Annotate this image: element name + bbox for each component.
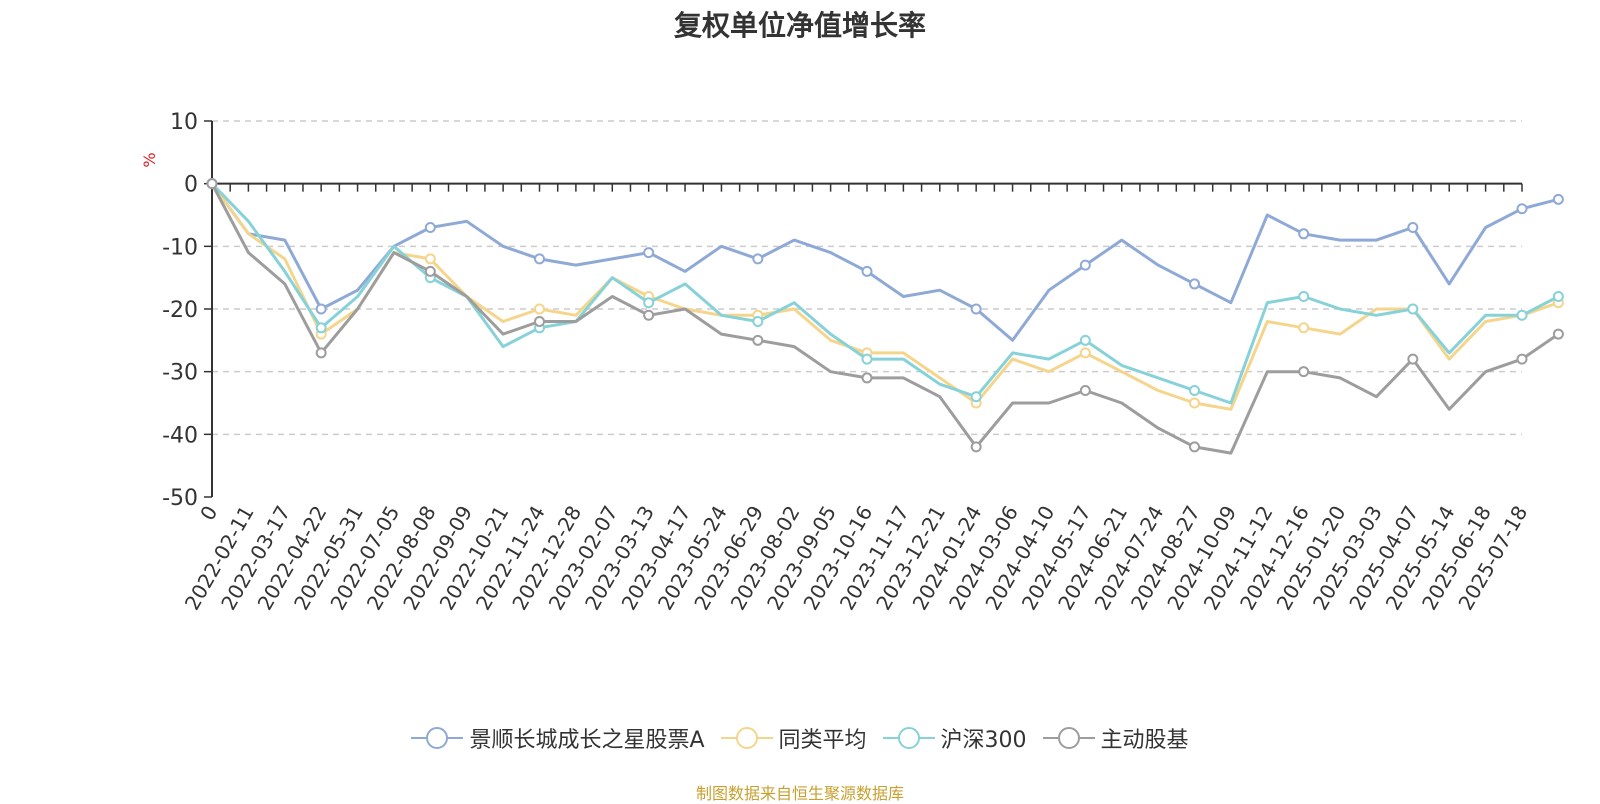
y-tick-label: -40 (162, 423, 198, 448)
source-note: 制图数据来自恒生聚源数据库 (695, 784, 904, 803)
y-axis-label: % (140, 152, 159, 167)
series-point-0 (1079, 259, 1091, 271)
series-point-0 (1189, 278, 1200, 290)
y-tick-label: -30 (162, 361, 198, 386)
y-tick-label: -20 (162, 298, 198, 323)
legend-label: 同类平均 (778, 728, 867, 753)
y-tick-label: 10 (170, 110, 198, 135)
y-tick-label: 0 (184, 173, 198, 198)
series-line-3 (210, 182, 1560, 455)
series-point-1 (1298, 322, 1310, 334)
axes: 100-10-20-30-40-5002022-02-112022-03-172… (162, 110, 1532, 614)
y-tick-label: -50 (162, 486, 198, 511)
legend-item[interactable]: 景顺长城成长之星股票A (411, 722, 705, 754)
series-point-3 (1552, 328, 1564, 340)
series-point-3 (861, 372, 873, 384)
series-point-2 (1189, 384, 1200, 396)
series-point-0 (861, 265, 873, 277)
series-line-1 (210, 182, 1559, 411)
series-point-2 (1298, 290, 1310, 302)
series-point-3 (424, 265, 436, 277)
legend-item[interactable]: 沪深300 (882, 722, 1027, 754)
legend-item[interactable]: 同类平均 (720, 722, 867, 754)
series-point-1 (1189, 397, 1200, 409)
series-point-2 (752, 316, 764, 328)
series-point-2 (970, 391, 982, 403)
legend-line-circle-icon (720, 727, 773, 749)
x-tick-label: 0 (195, 502, 222, 525)
series-point-0 (752, 253, 764, 265)
series-point-0 (315, 303, 327, 315)
series-point-2 (1079, 334, 1091, 346)
series-point-0 (970, 303, 982, 315)
series-point-0 (534, 253, 545, 265)
series-point-3 (1079, 384, 1091, 396)
series-point-3 (1298, 366, 1310, 378)
series-point-0 (1516, 203, 1528, 215)
series-point-0 (424, 222, 436, 234)
series-line-2 (210, 182, 1560, 405)
series-point-3 (643, 309, 655, 321)
series-point-1 (1079, 347, 1091, 359)
series-point-3 (206, 178, 218, 190)
series-point-3 (1189, 441, 1200, 453)
series-point-3 (752, 334, 764, 346)
series-point-0 (1298, 228, 1310, 240)
series-point-0 (643, 247, 655, 259)
legend-line-circle-icon (1042, 727, 1095, 749)
series-point-2 (861, 353, 873, 365)
legend-label: 景顺长城成长之星股票A (469, 728, 705, 753)
legend-line-circle-icon (882, 727, 935, 749)
series-line-0 (210, 182, 1559, 342)
grid-lines (212, 120, 1522, 436)
y-tick-label: -10 (162, 235, 198, 260)
chart-title: 复权单位净值增长率 (673, 9, 926, 42)
series-point-3 (1516, 353, 1528, 365)
series-point-2 (1552, 290, 1564, 302)
legend-item[interactable]: 主动股基 (1042, 722, 1189, 754)
series-lines (206, 178, 1564, 455)
series-point-0 (1407, 222, 1419, 234)
series-point-3 (534, 316, 545, 328)
series-point-2 (643, 297, 655, 309)
series-point-1 (424, 253, 436, 265)
series-point-0 (1552, 193, 1564, 205)
series-point-2 (1516, 309, 1528, 321)
series-point-3 (315, 347, 327, 359)
legend: 景顺长城成长之星股票A 同类平均 沪深300 主动股基 (0, 722, 1600, 757)
series-point-2 (1407, 303, 1419, 315)
series-point-2 (315, 322, 327, 334)
legend-line-circle-icon (411, 727, 464, 749)
legend-label: 沪深300 (940, 728, 1027, 753)
series-point-3 (970, 441, 982, 453)
legend-label: 主动股基 (1100, 728, 1189, 753)
series-point-1 (534, 303, 545, 315)
series-point-3 (1407, 353, 1419, 365)
